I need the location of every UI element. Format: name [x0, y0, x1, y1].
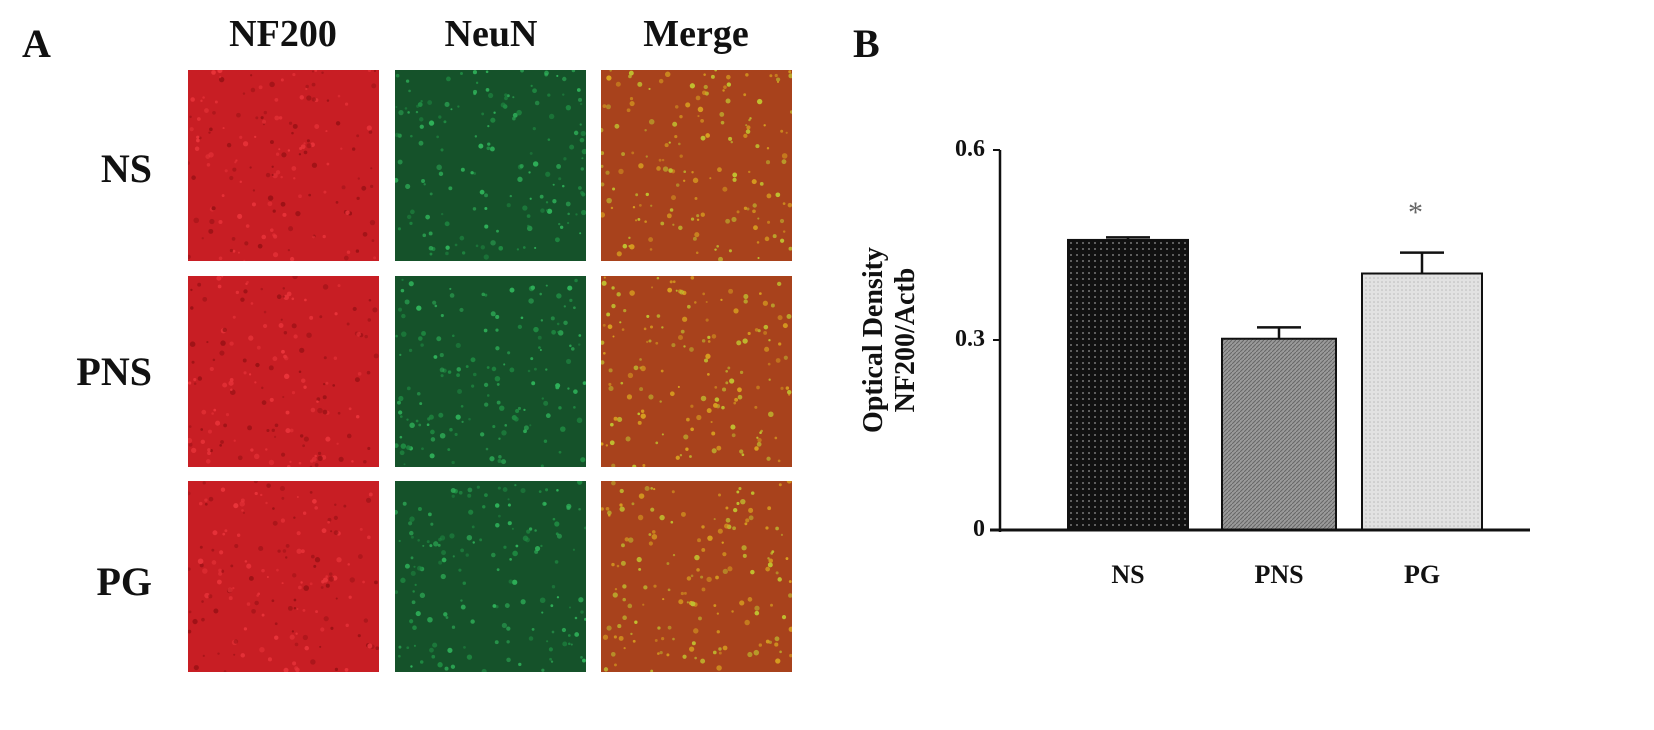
y-tick-0.6: 0.6 [955, 136, 985, 162]
row-label-ns: NS [100, 146, 152, 191]
panel-b-label: B [853, 21, 880, 66]
micrograph-ns-neun [395, 70, 586, 261]
x-tick-pns: PNS [1254, 560, 1304, 589]
column-header-neun: NeuN [444, 13, 538, 55]
y-tick-0: 0 [973, 516, 985, 542]
column-header-merge: Merge [643, 13, 749, 55]
panel-a-label: A [22, 21, 51, 66]
micrograph-pg-nf200 [188, 481, 379, 672]
micrograph-ns-merge [601, 70, 792, 261]
micrograph-pg-neun [395, 481, 586, 672]
significance-asterisk: * [1408, 196, 1423, 229]
error-bar-pg [1400, 251, 1444, 274]
bar-pns [1221, 337, 1337, 531]
y-tick-0.3: 0.3 [955, 326, 985, 352]
x-tick-pg: PG [1403, 560, 1441, 589]
micrograph-ns-nf200 [188, 70, 379, 261]
row-label-pg: PG [96, 559, 152, 604]
bar-pg [1361, 272, 1483, 531]
micrograph-pns-neun [395, 276, 586, 467]
bar-ns [1067, 238, 1189, 532]
micrograph-pns-nf200 [188, 276, 379, 467]
column-header-nf200: NF200 [229, 13, 337, 55]
error-bar-pns [1257, 326, 1301, 339]
error-bar-ns [1106, 236, 1150, 240]
micrograph-pg-merge [601, 481, 792, 672]
x-tick-ns: NS [1111, 560, 1145, 589]
row-label-pns: PNS [76, 349, 152, 394]
micrograph-pns-merge [601, 276, 792, 467]
